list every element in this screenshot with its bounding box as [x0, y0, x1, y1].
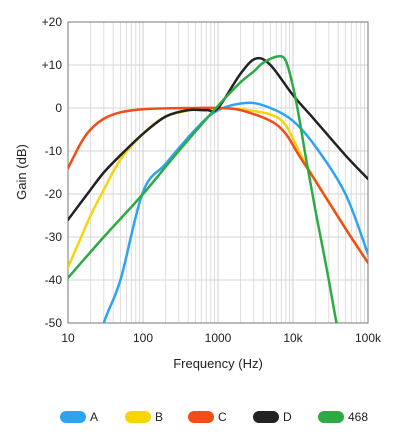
legend-item-b[interactable]: B	[125, 410, 163, 424]
legend-swatch	[253, 411, 279, 423]
x-axis-title: Frequency (Hz)	[173, 356, 263, 371]
legend-label: D	[283, 410, 292, 424]
series-line-a	[102, 101, 368, 323]
series-lines	[68, 54, 368, 323]
legend-swatch	[125, 411, 151, 423]
x-tick-labels: 10 100 1000 10k 100k	[61, 331, 382, 345]
x-tick-label: 10k	[283, 331, 303, 345]
x-tick-label: 10	[61, 331, 75, 345]
legend[interactable]: A B C D 468	[60, 410, 368, 424]
legend-swatch	[318, 411, 344, 423]
plot-frame	[67, 21, 369, 324]
legend-item-a[interactable]: A	[60, 410, 98, 424]
y-tick-label: +20	[42, 15, 63, 29]
legend-label: C	[218, 410, 227, 424]
y-axis-title: Gain (dB)	[14, 144, 29, 200]
legend-item-d[interactable]: D	[253, 410, 292, 424]
y-tick-labels: +20 +10 0 -10 -20 -30 -40 -50	[42, 15, 63, 330]
legend-item-468[interactable]: 468	[318, 410, 368, 424]
series-line-468	[68, 54, 338, 323]
legend-label: A	[90, 410, 98, 424]
x-tick-label: 100k	[355, 331, 382, 345]
x-tick-label: 100	[133, 331, 153, 345]
y-tick-label: -10	[45, 144, 63, 158]
y-tick-label: -40	[45, 273, 63, 287]
y-tick-label: +10	[42, 58, 63, 72]
legend-swatch	[188, 411, 214, 423]
legend-item-c[interactable]: C	[188, 410, 227, 424]
y-tick-label: -30	[45, 230, 63, 244]
x-tick-label: 1000	[205, 331, 232, 345]
y-tick-label: -20	[45, 187, 63, 201]
legend-label: B	[155, 410, 163, 424]
legend-swatch	[60, 411, 86, 423]
legend-label: 468	[348, 410, 368, 424]
y-tick-label: 0	[55, 101, 62, 115]
y-tick-label: -50	[45, 316, 63, 330]
